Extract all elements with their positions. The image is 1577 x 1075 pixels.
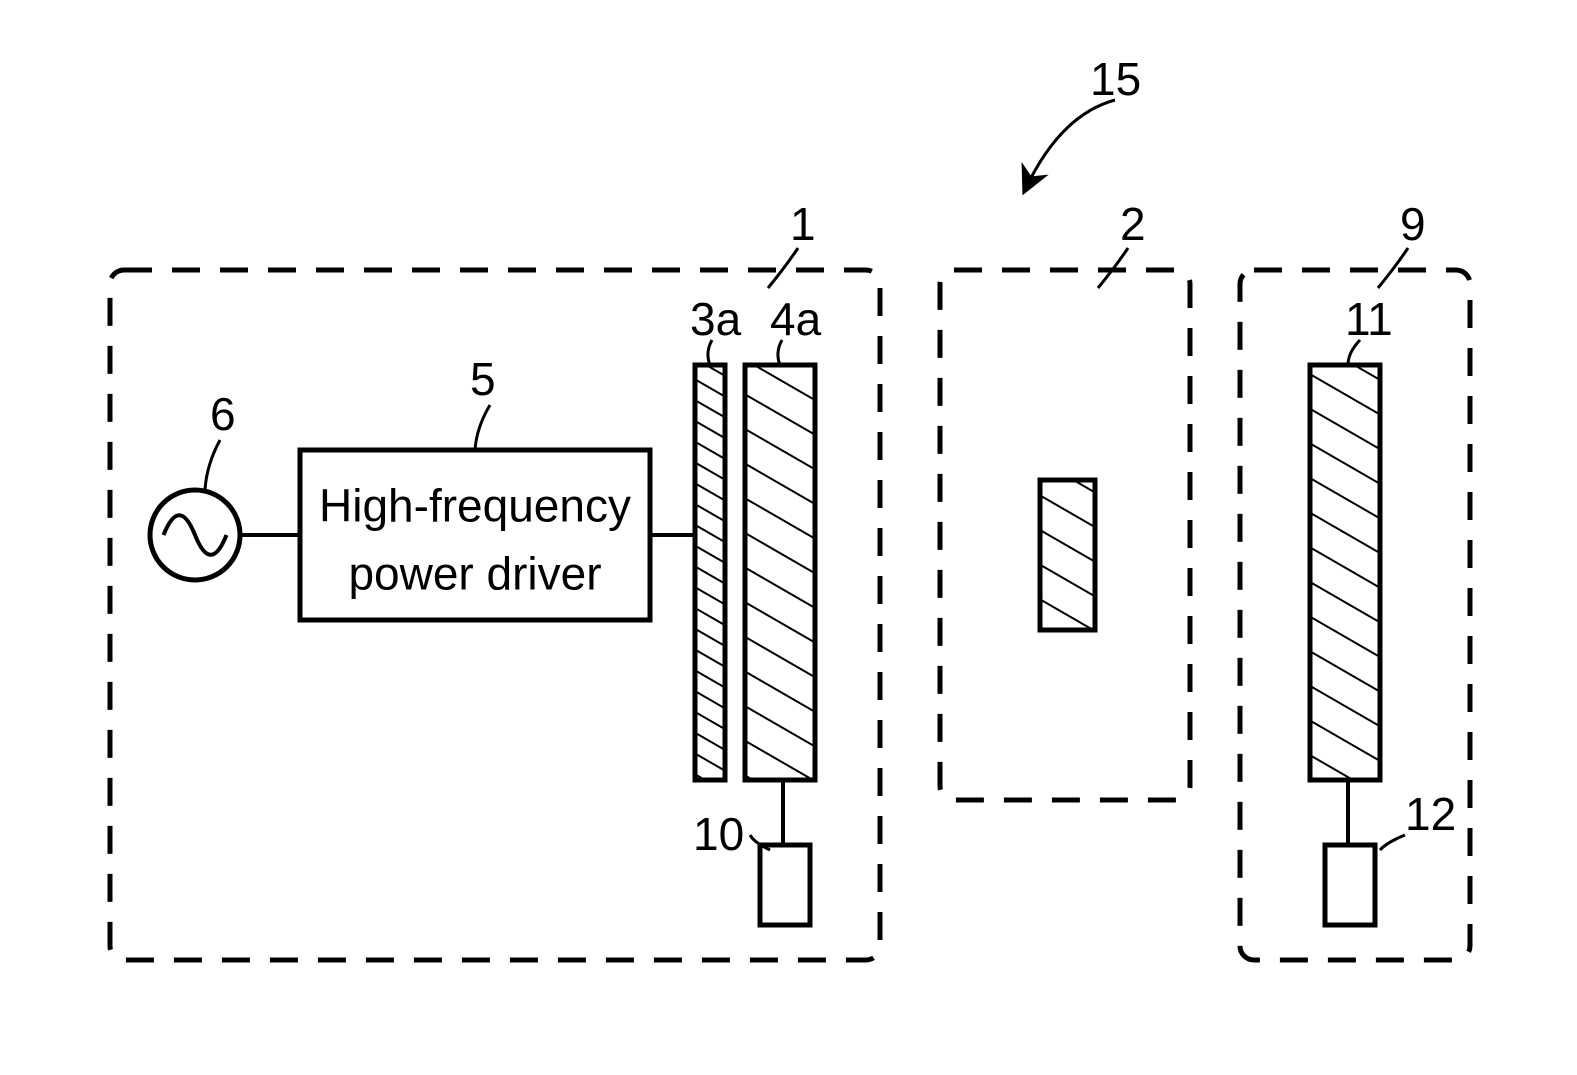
label-3a: 3a xyxy=(690,293,742,345)
diagram-svg: 12915High-frequencypower driver563a4a101… xyxy=(0,0,1577,1075)
driver-text-line1: High-frequency xyxy=(319,479,631,531)
label-12: 12 xyxy=(1405,788,1456,840)
driver-text-line2: power driver xyxy=(348,547,601,599)
group-label-g9: 9 xyxy=(1400,198,1426,250)
group-label-g2: 2 xyxy=(1120,198,1146,250)
coil-11 xyxy=(1310,365,1380,780)
label-10: 10 xyxy=(693,808,744,860)
label-5: 5 xyxy=(470,353,496,405)
diagram-root: 12915High-frequencypower driver563a4a101… xyxy=(0,0,1577,1075)
label-11: 11 xyxy=(1345,293,1393,345)
coil-3a xyxy=(695,365,725,780)
label-6: 6 xyxy=(210,388,236,440)
label-15: 15 xyxy=(1090,53,1141,105)
coil-4a xyxy=(745,365,815,780)
relay-element xyxy=(1040,480,1095,630)
label-4a: 4a xyxy=(770,293,822,345)
group-label-g1: 1 xyxy=(790,198,816,250)
